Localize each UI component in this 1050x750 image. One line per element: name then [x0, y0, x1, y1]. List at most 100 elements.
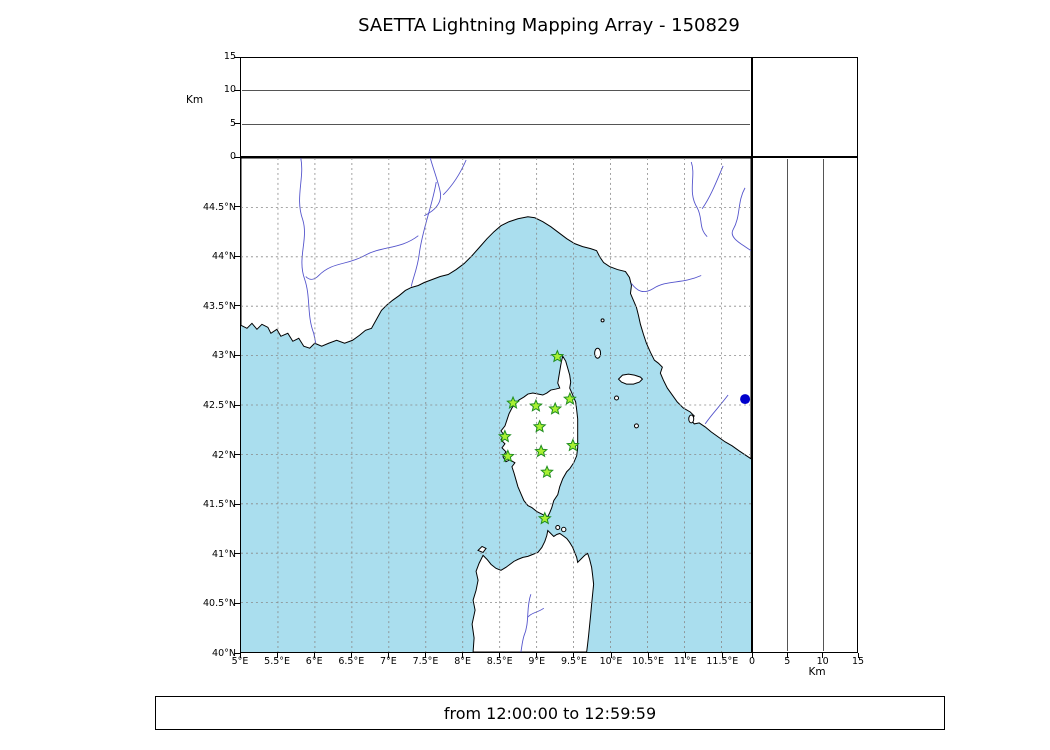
island-corsica: [500, 354, 579, 518]
lon-tick-mark: [684, 653, 686, 658]
lat-tick-label: 42°N: [212, 449, 236, 461]
station-marker: [540, 464, 554, 479]
station-marker: [548, 401, 563, 415]
island-gorgona: [600, 318, 605, 323]
km-tick-mark: [822, 653, 824, 658]
lon-tick-mark: [536, 653, 538, 658]
lat-tick-label: 42.5°N: [202, 400, 236, 411]
km-tick-label: 10: [816, 656, 829, 667]
island-maddalena-1: [555, 525, 561, 530]
river-north-1: [424, 158, 442, 217]
time-range-box: from 12:00:00 to 12:59:59: [155, 696, 945, 730]
lat-tick-label: 41.5°N: [202, 499, 236, 511]
island-asinara: [477, 545, 487, 554]
altitude-tick-label: 5: [229, 117, 236, 129]
lon-tick-label: 5.5°E: [264, 656, 291, 667]
island-sardinia: [471, 529, 595, 652]
river-rhone: [299, 158, 317, 344]
station-marker: [500, 449, 515, 463]
km-tick-mark: [751, 653, 753, 658]
lon-tick-label: 11.5°E: [706, 656, 739, 667]
lat-tick-mark: [234, 602, 240, 604]
altitude-tick-mark: [234, 123, 240, 125]
km-tick-label: 0: [748, 656, 756, 667]
km-tick-label: 5: [784, 656, 791, 667]
lon-tick-label: 9°E: [528, 656, 546, 667]
lat-tick-label: 41°N: [212, 548, 236, 560]
lon-tick-label: 7°E: [379, 656, 397, 667]
altitude-latitude-panel: [752, 157, 858, 653]
map-panel: [240, 157, 752, 653]
lon-tick-mark: [462, 653, 464, 658]
station-marker: [529, 398, 543, 412]
lon-tick-label: 6.5°E: [338, 656, 365, 667]
km-tick-label: 15: [851, 656, 865, 667]
lat-tick-mark: [234, 404, 240, 406]
lon-tick-mark: [499, 653, 501, 658]
coastline-mainland: [241, 158, 751, 460]
lat-tick-mark: [234, 454, 240, 456]
lon-tick-mark: [313, 653, 315, 658]
lat-tick-label: 44°N: [212, 251, 236, 263]
altitude-tick-mark: [234, 56, 240, 58]
station-marker: [497, 429, 512, 443]
lat-tick-mark: [234, 503, 240, 505]
river-ombrone: [704, 394, 729, 425]
river-north-2: [442, 159, 467, 196]
lat-tick-mark: [234, 255, 240, 257]
lon-tick-mark: [387, 653, 389, 658]
km-tick-mark: [786, 653, 788, 658]
station-marker: [565, 438, 580, 452]
lat-tick-mark: [234, 354, 240, 356]
river-sardinia-1: [520, 594, 532, 652]
island-montecristo: [633, 423, 639, 429]
km-tick-mark: [857, 653, 859, 658]
river-northeast-3: [731, 187, 751, 251]
lon-tick-mark: [350, 653, 352, 658]
lat-tick-mark: [234, 305, 240, 307]
right-panel-gridline: [822, 159, 824, 651]
lat-tick-label: 43.5°N: [202, 300, 236, 312]
altitude-tick-label: 15: [223, 51, 236, 62]
lon-tick-label: 11°E: [673, 656, 697, 667]
altitude-tick-mark: [234, 89, 240, 91]
lon-tick-label: 8.5°E: [486, 656, 513, 667]
lon-tick-label: 9.5°E: [560, 656, 587, 667]
lon-tick-label: 5°E: [231, 656, 249, 667]
right-km-axis-label: Km: [808, 666, 826, 678]
station-marker: [506, 395, 520, 409]
time-range-text: from 12:00:00 to 12:59:59: [443, 703, 657, 723]
station-marker: [534, 444, 549, 458]
lat-tick-mark: [234, 206, 240, 208]
island-pianosa: [614, 395, 620, 401]
river-durance: [305, 235, 419, 280]
altitude-longitude-panel: [240, 57, 752, 157]
lon-tick-mark: [573, 653, 575, 658]
right-panel-gridline: [787, 159, 789, 651]
lon-tick-mark: [276, 653, 278, 658]
top-panel-gridline: [242, 123, 750, 125]
lon-tick-mark: [610, 653, 612, 658]
lat-tick-label: 40.5°N: [202, 598, 236, 610]
lon-tick-label: 8°E: [454, 656, 471, 667]
map-canvas: [241, 158, 751, 652]
top-km-axis-label: Km: [186, 94, 204, 106]
rivers: [299, 158, 751, 652]
altitude-tick-label: 10: [223, 84, 236, 96]
lon-tick-mark: [425, 653, 426, 658]
lon-tick-label: 7.5°E: [412, 656, 439, 667]
lon-tick-label: 10°E: [599, 656, 623, 667]
lon-tick-mark: [647, 653, 649, 658]
island-maddalena-2: [561, 526, 567, 533]
island-elba: [617, 373, 644, 385]
station-marker: [563, 391, 577, 405]
lat-tick-label: 44.5°N: [202, 201, 236, 213]
altitude-tick-label: 0: [229, 151, 236, 162]
lat-tick-label: 40°N: [212, 648, 236, 659]
island-giglio: [688, 414, 695, 424]
corner-histogram-panel: [752, 57, 858, 157]
river-var: [410, 181, 437, 287]
lat-tick-mark: [234, 553, 240, 555]
island-capraia: [594, 347, 602, 359]
